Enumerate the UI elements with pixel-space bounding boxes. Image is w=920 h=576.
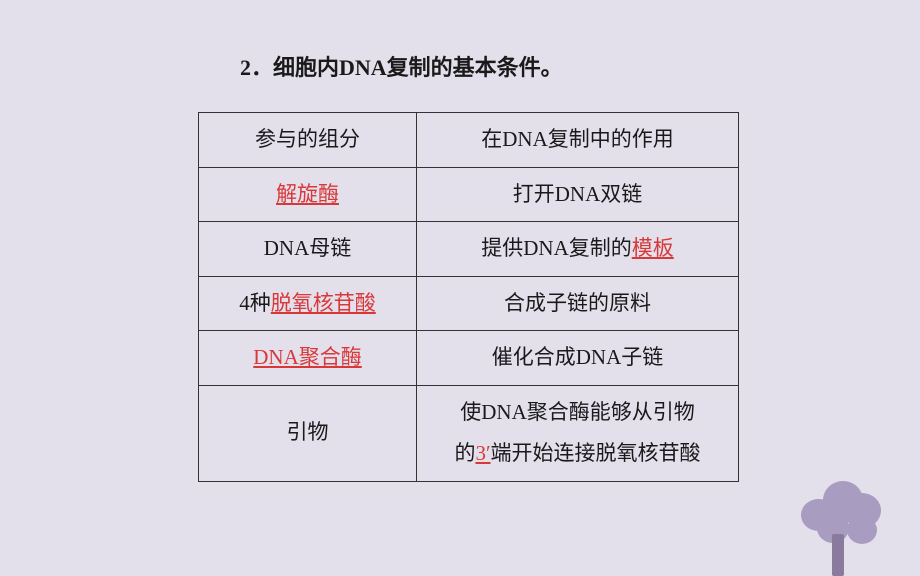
tree-trunk bbox=[832, 534, 844, 576]
table-cell: 打开DNA双链 bbox=[417, 167, 739, 222]
cell-line: 的3′端开始连接脱氧核苷酸 bbox=[425, 438, 730, 470]
cell-text: 参与的组分 bbox=[255, 127, 360, 151]
tree-decoration-icon bbox=[780, 466, 900, 576]
cell-text: DNA母链 bbox=[264, 236, 352, 260]
table-cell: DNA母链 bbox=[199, 222, 417, 277]
cell-text-highlight: 3′ bbox=[475, 441, 490, 465]
cell-text: 催化合成DNA子链 bbox=[492, 345, 664, 369]
cell-text: 引物 bbox=[287, 420, 329, 444]
cell-text-highlight: 模板 bbox=[632, 236, 674, 260]
table-cell: 使DNA聚合酶能够从引物 的3′端开始连接脱氧核苷酸 bbox=[417, 385, 739, 481]
table-cell: 引物 bbox=[199, 385, 417, 481]
table-cell: 合成子链的原料 bbox=[417, 276, 739, 331]
cell-text-highlight: 解旋酶 bbox=[276, 182, 339, 206]
table-row: 解旋酶 打开DNA双链 bbox=[199, 167, 739, 222]
cell-text: 合成子链的原料 bbox=[504, 291, 651, 315]
section-heading: 2．细胞内DNA复制的基本条件。 bbox=[240, 50, 563, 82]
table-cell: 在DNA复制中的作用 bbox=[417, 113, 739, 168]
cell-text: 打开DNA双链 bbox=[513, 182, 643, 206]
table-cell: 解旋酶 bbox=[199, 167, 417, 222]
cell-text-highlight: DNA聚合酶 bbox=[253, 345, 362, 369]
table-cell: 提供DNA复制的模板 bbox=[417, 222, 739, 277]
heading-number: 2 bbox=[240, 55, 251, 80]
cell-line: 使DNA聚合酶能够从引物 bbox=[425, 397, 730, 429]
table-row: DNA聚合酶 催化合成DNA子链 bbox=[199, 331, 739, 386]
table-row: 参与的组分 在DNA复制中的作用 bbox=[199, 113, 739, 168]
table-row: 引物 使DNA聚合酶能够从引物 的3′端开始连接脱氧核苷酸 bbox=[199, 385, 739, 481]
cell-text: 提供DNA复制的 bbox=[481, 236, 632, 260]
heading-separator: ． bbox=[251, 55, 273, 80]
tree-blob bbox=[847, 516, 877, 544]
cell-text: 的 bbox=[454, 441, 475, 465]
cell-text: 4种 bbox=[239, 291, 271, 315]
heading-text: 细胞内DNA复制的基本条件。 bbox=[273, 55, 563, 80]
dna-replication-table: 参与的组分 在DNA复制中的作用 解旋酶 打开DNA双链 DNA母链 提供DNA… bbox=[198, 112, 739, 482]
cell-text: 端开始连接脱氧核苷酸 bbox=[491, 441, 701, 465]
table-row: 4种脱氧核苷酸 合成子链的原料 bbox=[199, 276, 739, 331]
table-cell: DNA聚合酶 bbox=[199, 331, 417, 386]
table-cell: 4种脱氧核苷酸 bbox=[199, 276, 417, 331]
table-cell: 催化合成DNA子链 bbox=[417, 331, 739, 386]
table-cell: 参与的组分 bbox=[199, 113, 417, 168]
cell-text: 使DNA聚合酶能够从引物 bbox=[460, 400, 695, 424]
table-row: DNA母链 提供DNA复制的模板 bbox=[199, 222, 739, 277]
cell-text-highlight: 脱氧核苷酸 bbox=[271, 291, 376, 315]
cell-text: 在DNA复制中的作用 bbox=[481, 127, 674, 151]
